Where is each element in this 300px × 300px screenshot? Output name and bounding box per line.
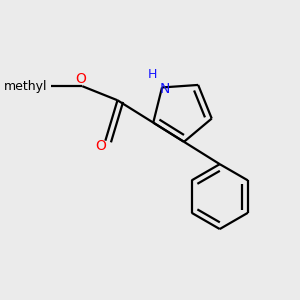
Text: O: O — [95, 139, 106, 152]
Text: methyl: methyl — [4, 80, 47, 93]
Text: H: H — [148, 68, 157, 81]
Text: O: O — [75, 72, 86, 86]
Text: N: N — [159, 82, 170, 96]
